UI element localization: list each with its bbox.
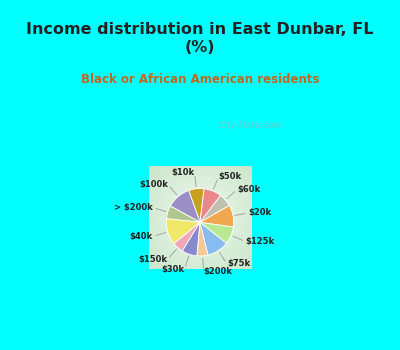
Text: $60k: $60k bbox=[237, 185, 260, 194]
Wedge shape bbox=[166, 206, 200, 222]
Text: $200k: $200k bbox=[204, 267, 233, 276]
Wedge shape bbox=[174, 222, 200, 251]
Wedge shape bbox=[200, 195, 229, 222]
Wedge shape bbox=[189, 189, 204, 222]
Wedge shape bbox=[182, 222, 200, 256]
Text: Income distribution in East Dunbar, FL
(%): Income distribution in East Dunbar, FL (… bbox=[26, 22, 374, 55]
Text: $50k: $50k bbox=[219, 172, 242, 181]
Text: $40k: $40k bbox=[129, 232, 152, 241]
Text: $10k: $10k bbox=[172, 168, 194, 177]
Wedge shape bbox=[200, 222, 226, 255]
Text: City-Data.com: City-Data.com bbox=[219, 121, 283, 130]
Wedge shape bbox=[200, 205, 234, 227]
Text: $75k: $75k bbox=[227, 259, 250, 268]
Text: $125k: $125k bbox=[246, 237, 275, 246]
Wedge shape bbox=[200, 222, 234, 243]
Text: > $200k: > $200k bbox=[114, 203, 153, 212]
Wedge shape bbox=[166, 219, 200, 244]
Text: $150k: $150k bbox=[138, 255, 168, 264]
Wedge shape bbox=[197, 222, 208, 256]
Text: $100k: $100k bbox=[139, 180, 168, 189]
Text: $20k: $20k bbox=[249, 208, 272, 217]
Text: $30k: $30k bbox=[161, 265, 184, 274]
Text: Black or African American residents: Black or African American residents bbox=[81, 73, 319, 86]
Wedge shape bbox=[170, 190, 200, 222]
Wedge shape bbox=[200, 189, 220, 222]
